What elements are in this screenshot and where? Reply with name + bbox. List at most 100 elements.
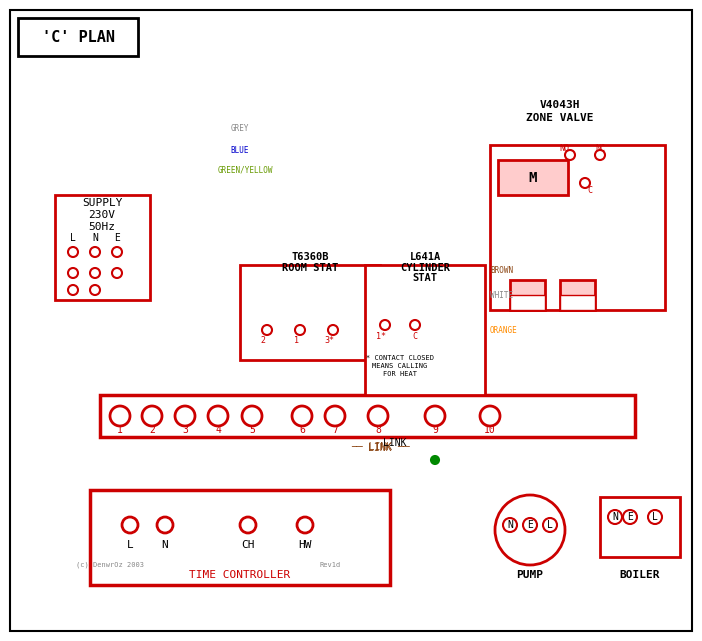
- Circle shape: [325, 406, 345, 426]
- Text: GREY: GREY: [231, 124, 249, 133]
- Circle shape: [431, 456, 439, 464]
- Circle shape: [242, 406, 262, 426]
- Bar: [100, 395, 635, 437]
- Text: BLUE: BLUE: [231, 146, 249, 154]
- Bar: [510, 295, 545, 310]
- Text: 6: 6: [299, 425, 305, 435]
- Bar: [18, 18, 138, 56]
- Bar: [510, 280, 545, 310]
- Text: C: C: [413, 331, 418, 340]
- Bar: [490, 145, 665, 310]
- Circle shape: [297, 517, 313, 533]
- Text: PUMP: PUMP: [517, 570, 543, 580]
- Text: 3*: 3*: [324, 335, 334, 344]
- Circle shape: [595, 150, 605, 160]
- Text: WHITE: WHITE: [490, 290, 513, 299]
- Text: ZONE VALVE: ZONE VALVE: [526, 113, 594, 123]
- Circle shape: [122, 517, 138, 533]
- Text: M: M: [529, 171, 537, 185]
- Text: 'C' PLAN: 'C' PLAN: [41, 29, 114, 44]
- Circle shape: [580, 178, 590, 188]
- Circle shape: [175, 406, 195, 426]
- Text: 4: 4: [215, 425, 221, 435]
- Circle shape: [68, 268, 78, 278]
- Text: MEANS CALLING: MEANS CALLING: [372, 363, 428, 369]
- Text: (c) DenwrOz 2003: (c) DenwrOz 2003: [76, 562, 144, 569]
- Text: STAT: STAT: [413, 273, 437, 283]
- Text: L: L: [70, 233, 76, 243]
- Circle shape: [110, 406, 130, 426]
- Text: T6360B: T6360B: [291, 252, 329, 262]
- Text: L641A: L641A: [409, 252, 441, 262]
- Text: 1*: 1*: [376, 331, 386, 340]
- Circle shape: [112, 247, 122, 257]
- Circle shape: [90, 247, 100, 257]
- Circle shape: [68, 285, 78, 295]
- Circle shape: [380, 320, 390, 330]
- Text: V4043H: V4043H: [540, 100, 581, 110]
- Text: 10: 10: [484, 425, 496, 435]
- Text: E: E: [527, 520, 533, 530]
- Circle shape: [240, 517, 256, 533]
- Text: Rev1d: Rev1d: [319, 562, 340, 568]
- Bar: [560, 280, 595, 310]
- Text: 8: 8: [375, 425, 381, 435]
- Bar: [55, 195, 150, 300]
- Circle shape: [608, 510, 622, 524]
- Circle shape: [565, 150, 575, 160]
- Text: ROOM STAT: ROOM STAT: [282, 263, 338, 273]
- Text: LINK: LINK: [369, 443, 392, 453]
- Text: BROWN: BROWN: [490, 265, 513, 274]
- Circle shape: [295, 325, 305, 335]
- Text: N: N: [92, 233, 98, 243]
- Text: L: L: [126, 540, 133, 550]
- Text: L: L: [547, 520, 553, 530]
- Text: ── LINK ──: ── LINK ──: [350, 442, 409, 452]
- Circle shape: [410, 320, 420, 330]
- Text: NC: NC: [595, 144, 605, 153]
- Text: N: N: [161, 540, 168, 550]
- Text: LINK: LINK: [383, 438, 406, 448]
- Text: NO: NO: [559, 144, 569, 153]
- Text: TIME CONTROLLER: TIME CONTROLLER: [190, 570, 291, 580]
- Circle shape: [157, 517, 173, 533]
- Circle shape: [328, 325, 338, 335]
- Text: E: E: [114, 233, 120, 243]
- Circle shape: [495, 495, 565, 565]
- Text: CYLINDER: CYLINDER: [400, 263, 450, 273]
- Text: FOR HEAT: FOR HEAT: [383, 371, 417, 377]
- Text: 1: 1: [293, 335, 298, 344]
- Bar: [365, 265, 485, 395]
- Text: GREEN/YELLOW: GREEN/YELLOW: [217, 165, 273, 174]
- Circle shape: [623, 510, 637, 524]
- Text: E: E: [627, 512, 633, 522]
- Bar: [560, 295, 595, 310]
- Text: 5: 5: [249, 425, 255, 435]
- Circle shape: [68, 247, 78, 257]
- Text: HW: HW: [298, 540, 312, 550]
- Text: SUPPLY
230V
50Hz: SUPPLY 230V 50Hz: [81, 199, 122, 231]
- Circle shape: [648, 510, 662, 524]
- Bar: [90, 490, 390, 585]
- Text: BOILER: BOILER: [620, 570, 661, 580]
- Text: 2: 2: [260, 335, 265, 344]
- Text: C: C: [588, 185, 592, 194]
- Circle shape: [368, 406, 388, 426]
- Circle shape: [142, 406, 162, 426]
- Text: N: N: [612, 512, 618, 522]
- Circle shape: [90, 285, 100, 295]
- Circle shape: [208, 406, 228, 426]
- Circle shape: [292, 406, 312, 426]
- Text: 3: 3: [182, 425, 188, 435]
- Circle shape: [523, 518, 537, 532]
- Text: 7: 7: [332, 425, 338, 435]
- Text: N: N: [507, 520, 513, 530]
- Text: CH: CH: [241, 540, 255, 550]
- Circle shape: [262, 325, 272, 335]
- Circle shape: [112, 268, 122, 278]
- Text: 1: 1: [117, 425, 123, 435]
- Text: ORANGE: ORANGE: [490, 326, 518, 335]
- Text: L: L: [652, 512, 658, 522]
- Text: 9: 9: [432, 425, 438, 435]
- Circle shape: [503, 518, 517, 532]
